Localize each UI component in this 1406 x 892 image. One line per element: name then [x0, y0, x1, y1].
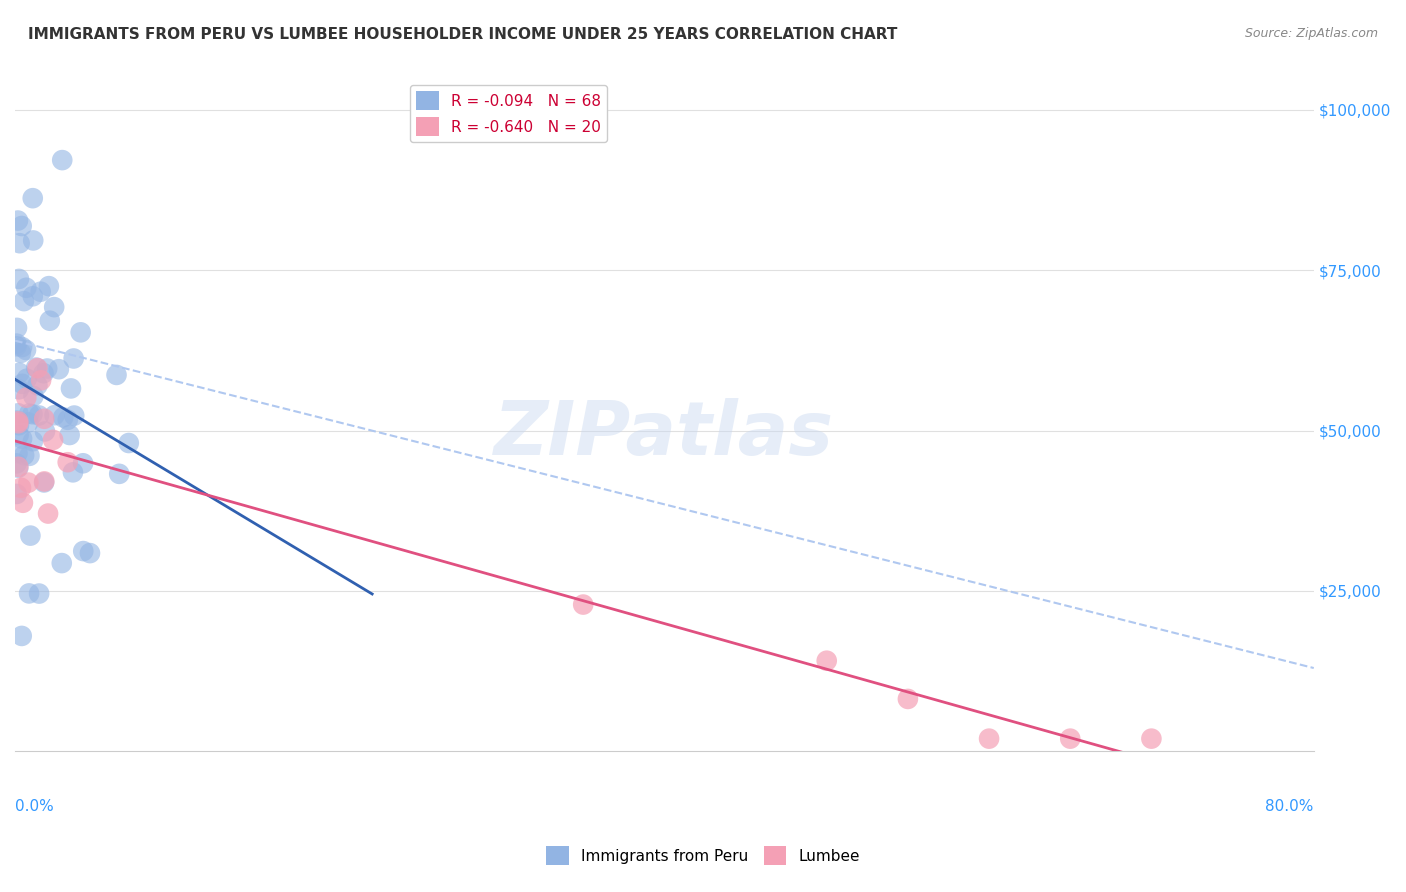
Point	[7, 460, 30, 475]
Point	[18, 449, 41, 463]
Point	[32, 366, 55, 380]
Point	[15, 372, 38, 386]
Point	[10, 219, 32, 233]
Point	[38, 279, 60, 293]
Point	[13, 294, 35, 309]
Point	[34, 425, 56, 439]
Point	[6, 414, 28, 428]
Point	[7, 406, 30, 420]
Point	[27, 378, 49, 392]
Point	[59, 381, 82, 395]
Point	[44, 300, 66, 314]
Point	[22, 389, 45, 403]
Point	[34, 475, 56, 489]
Point	[15, 281, 38, 295]
Point	[37, 507, 59, 521]
Point	[21, 407, 44, 421]
Text: ZIPatlas: ZIPatlas	[495, 398, 834, 471]
Point	[977, 731, 1000, 746]
Point	[32, 411, 55, 425]
Point	[48, 362, 70, 376]
Point	[38, 314, 60, 328]
Point	[18, 407, 41, 421]
Point	[6, 487, 28, 501]
Point	[63, 409, 86, 423]
Point	[7, 414, 30, 428]
Point	[51, 153, 73, 167]
Text: 80.0%: 80.0%	[1265, 798, 1313, 814]
Point	[22, 234, 45, 248]
Point	[11, 496, 34, 510]
Point	[72, 456, 94, 470]
Point	[20, 528, 42, 542]
Point	[27, 361, 49, 376]
Point	[10, 346, 32, 360]
Point	[28, 409, 51, 423]
Point	[15, 343, 38, 357]
Point	[1059, 731, 1081, 746]
Point	[7, 272, 30, 286]
Point	[56, 455, 79, 469]
Point	[572, 598, 595, 612]
Point	[10, 629, 32, 643]
Point	[25, 360, 48, 375]
Point	[15, 391, 38, 405]
Point	[11, 432, 34, 446]
Text: 0.0%: 0.0%	[15, 798, 53, 814]
Point	[17, 475, 39, 490]
Point	[59, 428, 82, 442]
Point	[8, 418, 31, 433]
Point	[37, 361, 59, 376]
Point	[105, 368, 128, 382]
Point	[7, 213, 30, 227]
Point	[32, 475, 55, 490]
Legend: Immigrants from Peru, Lumbee: Immigrants from Peru, Lumbee	[540, 840, 866, 871]
Point	[42, 433, 65, 447]
Point	[69, 326, 91, 340]
Point	[28, 586, 51, 600]
Point	[8, 366, 31, 380]
Point	[815, 654, 838, 668]
Point	[21, 191, 44, 205]
Point	[11, 340, 34, 354]
Point	[79, 546, 101, 560]
Point	[118, 436, 141, 450]
Point	[51, 556, 73, 570]
Point	[44, 408, 66, 422]
Point	[62, 466, 84, 480]
Point	[6, 339, 28, 353]
Point	[6, 321, 28, 335]
Point	[7, 417, 30, 431]
Point	[21, 434, 44, 449]
Point	[8, 236, 31, 251]
Point	[7, 383, 30, 397]
Point	[72, 544, 94, 558]
Point	[1140, 731, 1163, 746]
Point	[7, 428, 30, 442]
Point	[21, 289, 44, 303]
Point	[6, 336, 28, 351]
Point	[18, 586, 41, 600]
Point	[10, 481, 32, 495]
Point	[17, 416, 39, 430]
Point	[897, 692, 920, 706]
Point	[56, 413, 79, 427]
Point	[13, 448, 35, 462]
Point	[6, 446, 28, 460]
Point	[6, 456, 28, 470]
Point	[30, 285, 52, 299]
Text: Source: ZipAtlas.com: Source: ZipAtlas.com	[1244, 27, 1378, 40]
Point	[52, 410, 75, 425]
Point	[30, 373, 52, 387]
Legend: R = -0.094   N = 68, R = -0.640   N = 20: R = -0.094 N = 68, R = -0.640 N = 20	[411, 85, 607, 142]
Point	[7, 459, 30, 474]
Point	[108, 467, 131, 481]
Point	[62, 351, 84, 366]
Text: IMMIGRANTS FROM PERU VS LUMBEE HOUSEHOLDER INCOME UNDER 25 YEARS CORRELATION CHA: IMMIGRANTS FROM PERU VS LUMBEE HOUSEHOLD…	[28, 27, 897, 42]
Point	[11, 376, 34, 391]
